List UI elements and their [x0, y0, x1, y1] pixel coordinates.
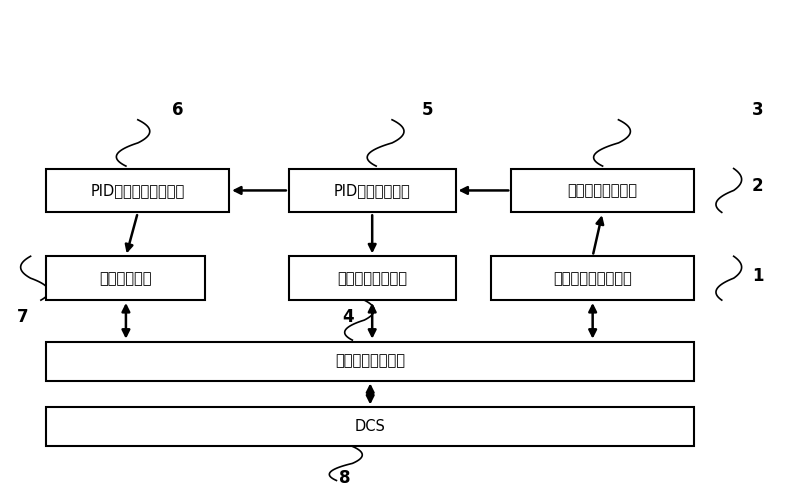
Text: 4: 4 — [342, 308, 354, 326]
Text: 整定下发模块: 整定下发模块 — [100, 271, 152, 285]
Text: 3: 3 — [752, 101, 763, 119]
Text: 对象的动态测试模块: 对象的动态测试模块 — [554, 271, 632, 285]
Bar — [46, 342, 694, 381]
Text: DCS: DCS — [354, 420, 386, 434]
Text: 8: 8 — [338, 469, 350, 487]
Text: PID参数整定模块: PID参数整定模块 — [334, 183, 410, 198]
Text: 5: 5 — [422, 101, 434, 119]
Text: 对象模型辨识模块: 对象模型辨识模块 — [567, 183, 638, 198]
Bar — [46, 169, 229, 212]
Text: 2: 2 — [752, 176, 763, 195]
Bar — [289, 256, 456, 300]
Bar — [511, 169, 694, 212]
Bar — [289, 169, 456, 212]
Bar — [46, 407, 694, 446]
Text: 数据交换接口模块: 数据交换接口模块 — [335, 353, 406, 369]
Text: 1: 1 — [752, 267, 763, 285]
Text: 模型在线仿真模块: 模型在线仿真模块 — [337, 271, 407, 285]
Text: 7: 7 — [17, 308, 29, 326]
Text: 6: 6 — [172, 101, 183, 119]
Bar — [491, 256, 694, 300]
Text: PID参数输出显示模块: PID参数输出显示模块 — [90, 183, 185, 198]
Bar — [46, 256, 206, 300]
